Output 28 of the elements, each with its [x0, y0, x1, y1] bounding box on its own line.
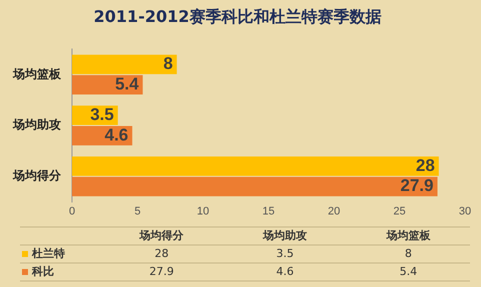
text: 8	[404, 246, 412, 260]
x-tick-label: 30	[458, 205, 472, 218]
legend-label: 杜兰特	[31, 246, 65, 260]
y-tick-label: 场均篮板	[12, 66, 62, 81]
data-label: 28	[416, 156, 435, 175]
text: 27.9	[149, 264, 174, 278]
legend-label: 科比	[31, 264, 54, 278]
data-label: 5.4	[115, 74, 140, 94]
x-tick-label: 5	[134, 205, 141, 218]
x-tick-label: 0	[68, 205, 76, 218]
text: 28	[154, 246, 169, 260]
data-label: 27.9	[400, 176, 434, 196]
chart-title: 2011-2012赛季科比和杜兰特赛季数据	[94, 6, 382, 26]
category-label: 场均得分	[140, 228, 184, 242]
data-label: 8	[163, 54, 173, 74]
y-tick-label: 场均得分	[12, 168, 62, 182]
data-label: 3.5	[90, 105, 114, 124]
x-tick-label: 10	[196, 205, 210, 218]
category-label: 场均助攻	[263, 228, 307, 242]
text: 3.5	[276, 246, 294, 260]
data-label: 4.6	[104, 125, 128, 144]
x-tick-label: 25	[393, 205, 406, 218]
text: 4.6	[276, 264, 294, 278]
x-tick-label: 15	[262, 205, 275, 218]
text: 5.4	[400, 264, 418, 278]
category-label: 场均篮板	[386, 228, 430, 242]
y-tick-label: 场均助攻	[12, 118, 61, 132]
x-tick-label: 20	[328, 205, 340, 218]
